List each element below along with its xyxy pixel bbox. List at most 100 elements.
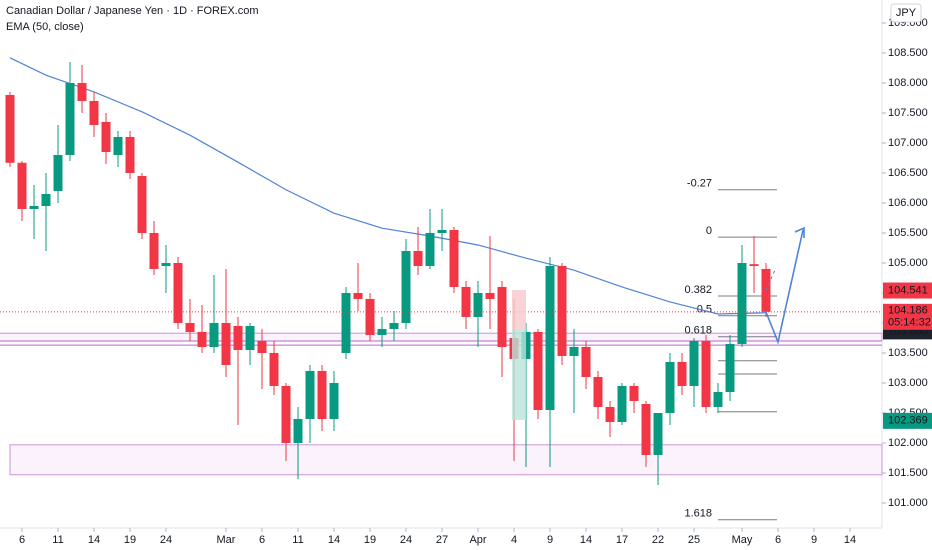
last-price-box (883, 303, 932, 330)
y-tick-label: 101.000 (888, 497, 928, 509)
candle-body (665, 361, 675, 413)
x-tick-label: 9 (811, 534, 817, 546)
y-tick-label: 105.000 (888, 257, 928, 269)
y-tick-label: 106.000 (888, 197, 928, 209)
x-tick-label: 6 (259, 534, 265, 546)
y-tick-label: 103.000 (888, 377, 928, 389)
x-tick-label: 22 (652, 534, 664, 546)
position-reward (512, 330, 526, 420)
candle-body (305, 370, 315, 419)
y-tick-label: 107.000 (888, 137, 928, 149)
x-tick-label: 19 (124, 534, 136, 546)
candle-body (317, 370, 327, 419)
fib-label: 0.382 (684, 284, 712, 296)
candle-body (485, 292, 495, 299)
x-tick-label: 24 (160, 534, 172, 546)
candle-body (497, 286, 507, 347)
candle-body (329, 382, 339, 419)
countdown: 05:14:32 (888, 317, 931, 329)
candle-body (101, 121, 111, 152)
fib-label: -0.27 (687, 178, 712, 190)
candle-body (653, 412, 663, 455)
chart-title: Canadian Dollar / Japanese Yen · 1D · FO… (6, 5, 259, 17)
candle-body (17, 162, 27, 209)
candle-body (209, 322, 219, 347)
y-tick-label: 103.500 (888, 347, 928, 359)
x-tick-label: 11 (292, 534, 303, 546)
candle-body (125, 136, 135, 173)
fib-label: 1.618 (684, 508, 712, 520)
projection-arrow (765, 229, 804, 345)
currency-box[interactable] (890, 3, 922, 23)
candle-body (281, 385, 291, 443)
projection-dash (765, 267, 777, 291)
candle-body (257, 340, 267, 353)
indicator-label: EMA (50, close) (6, 21, 84, 33)
candle-body (353, 292, 363, 299)
candle-body (341, 292, 351, 353)
x-tick-label: 6 (19, 534, 25, 546)
x-tick-label: 4 (511, 534, 517, 546)
y-tick-label: 101.500 (888, 467, 928, 479)
candle-body (449, 229, 459, 287)
x-tick-label: 24 (400, 534, 412, 546)
candle-body (713, 391, 723, 407)
candle-body (473, 292, 483, 317)
candle-body (269, 352, 279, 386)
x-tick-label: Apr (469, 534, 486, 546)
candle-body (605, 406, 615, 422)
x-tick-label: May (732, 534, 753, 546)
candle-body (29, 205, 39, 209)
x-tick-label: Mar (217, 534, 236, 546)
candle-body (557, 265, 567, 356)
candle-body (461, 286, 471, 317)
candle-body (545, 265, 555, 410)
candle-body (569, 346, 579, 356)
ema-line (9, 57, 767, 315)
y-tick-label: 102.000 (888, 437, 928, 449)
candle-body (761, 268, 771, 312)
candle-body (77, 82, 87, 101)
candle-body (689, 340, 699, 386)
candle-body (5, 94, 15, 163)
candle-body (737, 262, 747, 344)
x-tick-label: 27 (436, 534, 448, 546)
x-tick-label: 17 (616, 534, 628, 546)
y-tick-label: 108.000 (888, 77, 928, 89)
x-tick-label: 14 (88, 534, 100, 546)
candle-body (533, 331, 543, 410)
candle-body (401, 250, 411, 323)
x-tick-label: 19 (364, 534, 376, 546)
y-tick-label: 105.500 (888, 227, 928, 239)
price-label: 102.369 (888, 415, 928, 427)
arrow-head (794, 226, 805, 238)
fib-label: 0.618 (684, 325, 712, 337)
candle-body (677, 361, 687, 386)
y-tick-label: 107.500 (888, 107, 928, 119)
x-tick-label: 9 (547, 534, 553, 546)
position-risk (512, 290, 526, 330)
candle-body (641, 403, 651, 455)
price-label: 104.541 (888, 284, 928, 296)
candle-body (149, 232, 159, 269)
candle-body (413, 250, 423, 266)
candle-body (53, 154, 63, 191)
candle-body (41, 193, 51, 206)
candle-body (389, 322, 399, 329)
candle-body (581, 346, 591, 377)
price-label-box (883, 412, 932, 429)
candle-body (377, 328, 387, 335)
x-tick-label: 11 (52, 534, 63, 546)
candle-body (701, 340, 711, 407)
candle-body (749, 264, 759, 266)
candle-body (89, 100, 99, 125)
y-tick-label: 106.500 (888, 167, 928, 179)
candle-body (293, 418, 303, 443)
candle-body (365, 298, 375, 335)
candle-body (425, 232, 435, 266)
candle-body (65, 82, 75, 155)
candle-body (233, 325, 243, 350)
candle-body (137, 175, 147, 233)
